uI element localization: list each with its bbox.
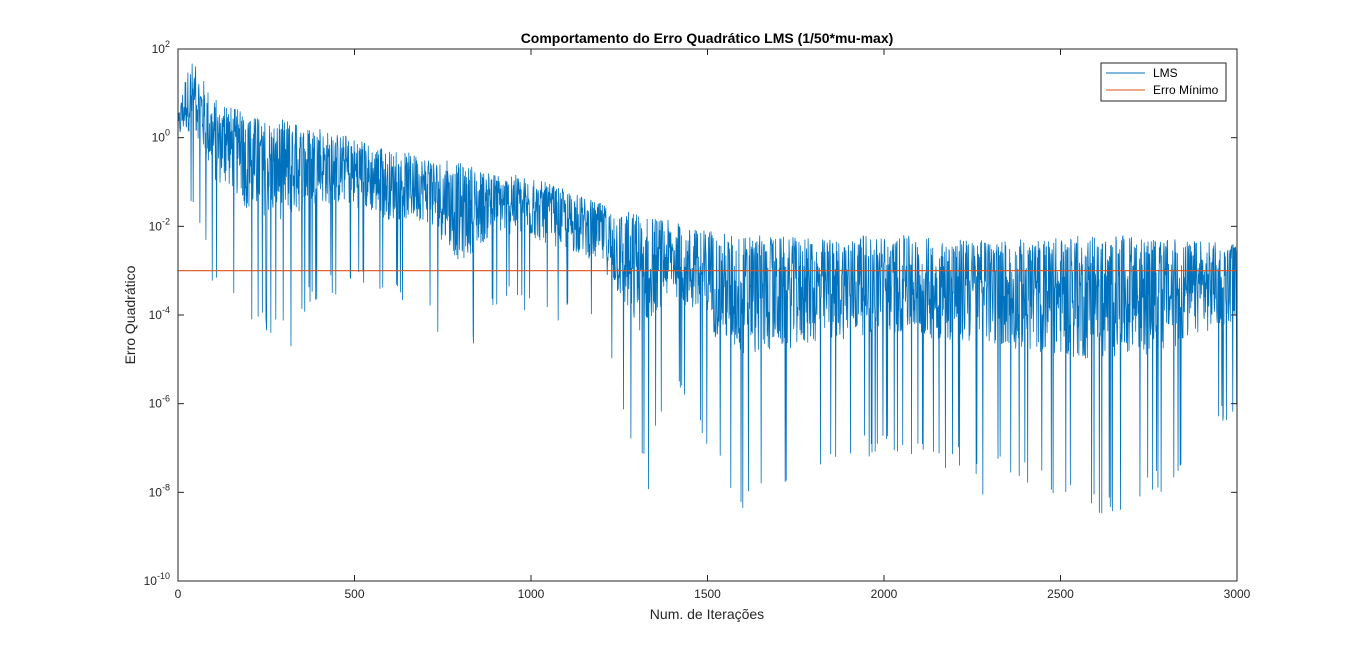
x-tick-label-500: 500 [344,587,364,601]
plot-area[interactable] [177,48,1238,582]
y-tick-label--4: 10-4 [149,305,170,322]
series-line-lms [178,63,1237,514]
x-tick-label-1500: 1500 [694,587,721,601]
y-axis-label: Erro Quadrático [122,265,138,364]
y-tick-label--6: 10-6 [149,394,170,411]
x-tick-label-3000: 3000 [1224,587,1251,601]
x-axis-label: Num. de Iterações [650,606,764,622]
y-tick-label-2: 102 [152,39,170,56]
y-tick-label-0: 100 [152,128,170,145]
x-tick-label-1000: 1000 [518,587,545,601]
x-tick-label-2000: 2000 [871,587,898,601]
legend-label-erro-minimo: Erro Mínimo [1153,83,1219,97]
y-axis: 10-10 10-8 10-6 10-4 10-2 100 102 [144,39,1237,588]
legend-box [1100,62,1227,102]
legend-label-lms: LMS [1153,66,1178,80]
legend[interactable]: LMS Erro Mínimo [1100,62,1227,102]
x-tick-label-2500: 2500 [1047,587,1074,601]
chart-title: Comportamento do Erro Quadrático LMS (1/… [521,30,894,46]
y-tick-label--2: 10-2 [149,216,170,233]
y-tick-label--10: 10-10 [144,571,170,588]
y-tick-label--8: 10-8 [149,482,170,499]
x-axis: 0 500 1000 1500 2000 2500 3000 [175,49,1251,601]
x-tick-label-0: 0 [175,587,182,601]
series-layer [178,63,1237,514]
